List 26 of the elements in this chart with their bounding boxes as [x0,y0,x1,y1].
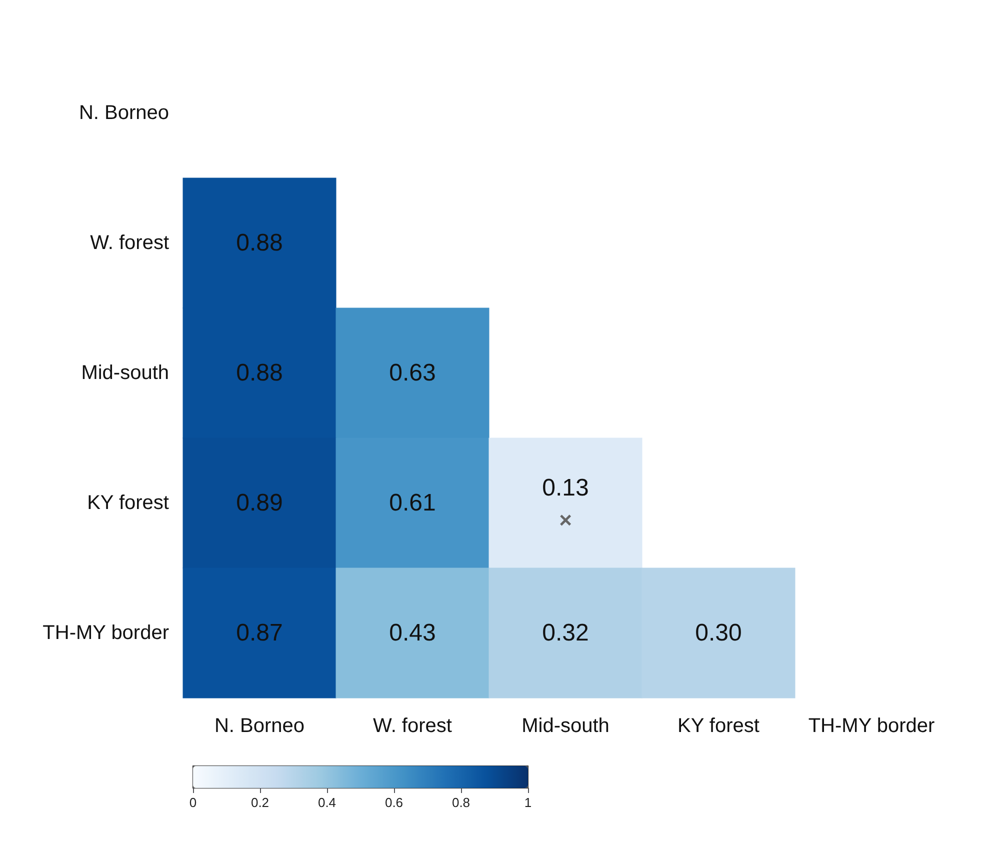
data-label: 0.87 [236,620,283,646]
color-bar-label: 0.2 [250,795,270,810]
y-tick-label: TH-MY border [42,622,170,644]
color-bar-label: 1 [524,795,532,810]
color-bar-label: 0.4 [318,795,336,810]
y-tick-label: W. forest [90,232,170,254]
y-tick-label: Mid-south [81,362,169,384]
x-tick-label: Mid-south [522,715,610,737]
data-label: 0.88 [236,230,283,256]
x-tick-label: N. Borneo [214,715,305,737]
data-label: 0.88 [236,360,283,386]
x-tick-label: TH-MY border [808,715,936,737]
data-label: 0.89 [236,490,283,516]
color-bar-label: 0.8 [452,795,470,810]
y-tick-label: N. Borneo [78,102,169,124]
data-label: 0.61 [389,490,436,516]
color-bar-label: 0 [189,795,197,810]
color-bar-label: 0.6 [384,795,404,810]
data-label: 0.32 [542,620,589,646]
x-tick-label: W. forest [373,715,452,737]
y-tick-label: KY forest [87,492,170,514]
data-label: 0.13 × [542,474,589,532]
data-label: 0.30 [695,620,742,646]
data-label: 0.43 [389,620,436,646]
data-label: 0.63 [389,360,436,386]
x-tick-label: KY forest [678,715,760,737]
